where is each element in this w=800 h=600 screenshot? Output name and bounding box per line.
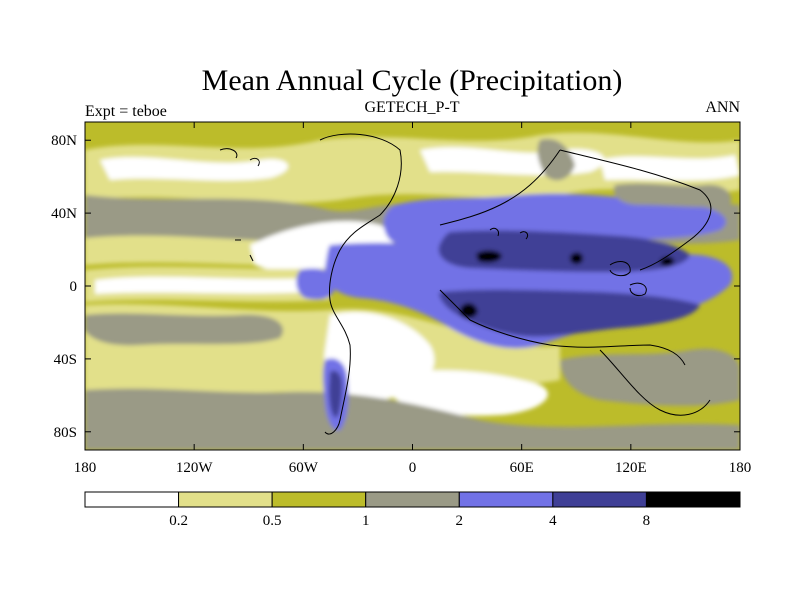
colorbar-label: 1	[362, 513, 370, 529]
contour-east-black-2	[570, 252, 584, 265]
colorbar-swatch	[84, 491, 180, 508]
contour-southern-gray	[85, 388, 740, 450]
contour-east-gray	[537, 139, 575, 181]
precipitation-field	[85, 122, 740, 450]
contour-sw-darkblue	[329, 370, 342, 418]
colorbar-swatch	[645, 491, 741, 508]
colorbar-label: 0.5	[263, 513, 282, 529]
contour-east-black-4	[660, 256, 675, 267]
season-label: ANN	[705, 99, 740, 116]
lon-tick-label: 60E	[510, 460, 534, 476]
experiment-label: Expt = teboe	[85, 103, 167, 120]
colorbar-label: 0.2	[169, 513, 188, 529]
figure-title: Mean Annual Cycle (Precipitation)	[202, 64, 623, 97]
lon-tick-label: 120W	[176, 460, 214, 476]
lat-tick-label: 80S	[54, 425, 77, 441]
contour-east-darkblue	[438, 230, 690, 272]
contour-east-gray-2	[613, 183, 732, 208]
contour-arctic-white	[100, 157, 289, 181]
colorbar-swatch	[178, 491, 273, 508]
field-bands	[85, 132, 740, 450]
colorbar-swatch	[271, 491, 367, 508]
colorbar-swatch	[458, 491, 554, 508]
lon-tick-label: 120E	[615, 460, 647, 476]
dataset-label: GETECH_P-T	[364, 99, 459, 116]
lon-tick-label: 180	[74, 460, 97, 476]
contour-south-white-2	[390, 370, 548, 416]
contour-west-gray	[85, 313, 284, 346]
colorbar-swatch	[552, 491, 647, 508]
colorbar-label: 4	[549, 513, 557, 529]
longitude-axis: 180 120W 60W 0 60E 120E 180	[74, 122, 752, 476]
contour-arctic-white-3	[600, 155, 740, 181]
lat-tick-label: 80N	[51, 133, 77, 149]
contour-east-black	[476, 250, 502, 263]
lat-tick-label: 0	[70, 279, 78, 295]
lat-tick-label: 40N	[51, 206, 77, 222]
colorbar-label: 2	[456, 513, 464, 529]
colorbar-label: 8	[643, 513, 651, 529]
contour-west-blue	[296, 268, 335, 300]
coastline-islands	[219, 148, 647, 297]
lat-tick-label: 40S	[54, 352, 77, 368]
contour-southern-gray-2	[560, 348, 740, 406]
coastline-east-continent	[439, 149, 712, 271]
coastline-west-continent	[319, 133, 402, 435]
lon-tick-label: 60W	[289, 460, 319, 476]
contour-equator-white	[95, 276, 310, 294]
latitude-axis: 80N 40N 0 40S 80S	[51, 133, 740, 441]
lon-tick-label: 0	[409, 460, 417, 476]
contour-east-darkblue-2	[439, 289, 700, 337]
colorbar: 0.2 0.5 1 2 4 8	[84, 491, 741, 529]
coastline-east-south	[439, 289, 711, 416]
coastlines	[219, 133, 712, 435]
lon-tick-label: 180	[729, 460, 752, 476]
colorbar-swatch	[365, 491, 460, 508]
